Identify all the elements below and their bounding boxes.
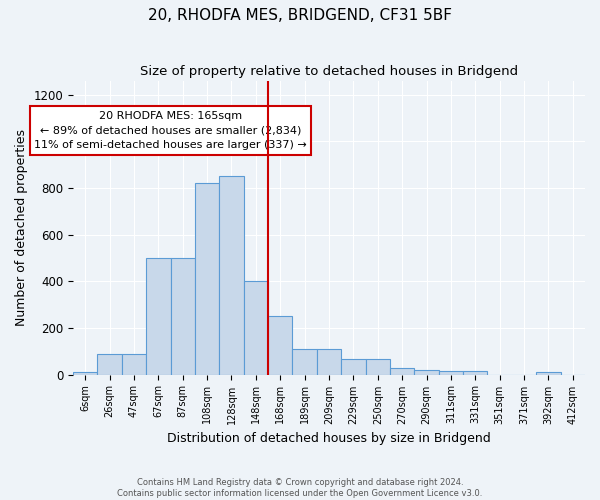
X-axis label: Distribution of detached houses by size in Bridgend: Distribution of detached houses by size … bbox=[167, 432, 491, 445]
Bar bbox=[439, 371, 463, 374]
Text: 20, RHODFA MES, BRIDGEND, CF31 5BF: 20, RHODFA MES, BRIDGEND, CF31 5BF bbox=[148, 8, 452, 22]
Bar bbox=[536, 372, 560, 374]
Bar bbox=[317, 349, 341, 374]
Bar bbox=[97, 354, 122, 374]
Bar bbox=[390, 368, 415, 374]
Bar bbox=[365, 360, 390, 374]
Bar bbox=[73, 372, 97, 374]
Y-axis label: Number of detached properties: Number of detached properties bbox=[15, 129, 28, 326]
Bar bbox=[268, 316, 292, 374]
Bar bbox=[341, 360, 365, 374]
Title: Size of property relative to detached houses in Bridgend: Size of property relative to detached ho… bbox=[140, 65, 518, 78]
Bar bbox=[415, 370, 439, 374]
Bar bbox=[195, 183, 220, 374]
Bar bbox=[463, 371, 487, 374]
Text: Contains HM Land Registry data © Crown copyright and database right 2024.
Contai: Contains HM Land Registry data © Crown c… bbox=[118, 478, 482, 498]
Bar bbox=[244, 281, 268, 374]
Bar bbox=[170, 258, 195, 374]
Bar bbox=[220, 176, 244, 374]
Bar bbox=[122, 354, 146, 374]
Bar bbox=[146, 258, 170, 374]
Bar bbox=[292, 349, 317, 374]
Text: 20 RHODFA MES: 165sqm
← 89% of detached houses are smaller (2,834)
11% of semi-d: 20 RHODFA MES: 165sqm ← 89% of detached … bbox=[34, 111, 307, 150]
